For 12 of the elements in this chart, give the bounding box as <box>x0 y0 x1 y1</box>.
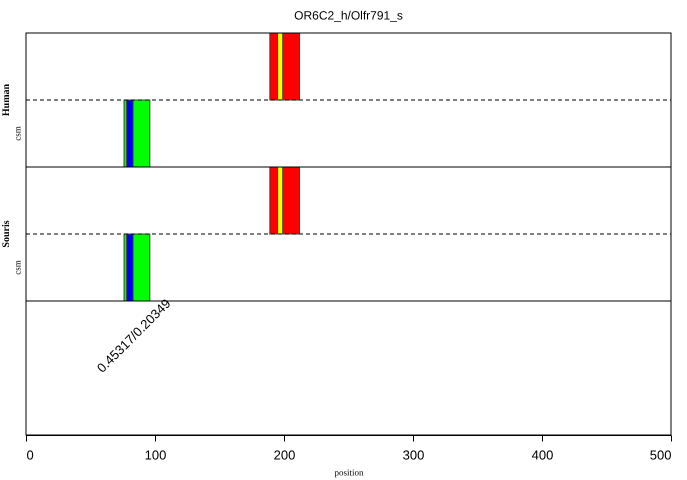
y-tick-label: csm <box>12 260 22 275</box>
text: Human <box>1 83 12 116</box>
x-tick-label: 400 <box>532 448 554 462</box>
y-tick-label: csm <box>12 126 22 141</box>
x-tick-label: 0 <box>26 448 34 462</box>
x-axis-title: position <box>334 468 364 478</box>
x-tick-label: 200 <box>274 448 296 462</box>
text: Souris <box>1 220 12 248</box>
x-tick-label: 100 <box>144 448 166 462</box>
chart-title: OR6C2_h/Olfr791_s <box>294 8 403 22</box>
x-tick-label: 300 <box>402 448 424 462</box>
x-tick-label: 500 <box>650 448 672 462</box>
